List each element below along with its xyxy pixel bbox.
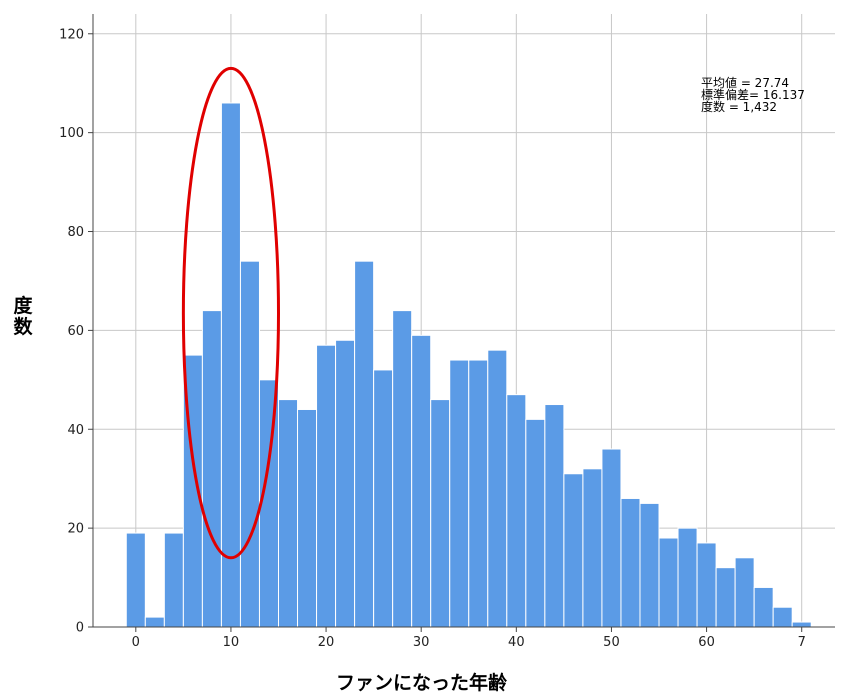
x-tick-label: 30 (413, 635, 430, 650)
histogram-bar (525, 418, 546, 628)
x-tick-label: 10 (223, 635, 240, 650)
histogram-bar (163, 532, 184, 628)
stats-mean: 平均値 = 27.74 (701, 76, 790, 90)
y-tick-label: 80 (67, 225, 84, 240)
y-tick-label: 100 (59, 126, 84, 141)
histogram-bar (373, 369, 394, 628)
histogram-bar (601, 448, 622, 628)
x-axis-label: ファンになった年齢 (335, 672, 507, 694)
stats-sd: 標準偏差= 16.137 (701, 88, 805, 102)
histogram-bar (354, 260, 375, 628)
histogram-bar (430, 399, 451, 628)
histogram-bar (144, 616, 165, 628)
histogram-bar (658, 537, 679, 628)
y-axis-label: 度数 (13, 295, 33, 338)
y-tick-label: 60 (67, 324, 84, 339)
histogram-bar (677, 527, 698, 628)
histogram-bar (620, 497, 641, 628)
histogram-bar (753, 586, 774, 628)
histogram-bar (506, 394, 527, 628)
x-tick-label: 7 (798, 635, 806, 650)
x-tick-label: 20 (318, 635, 335, 650)
highlight-layer (181, 66, 280, 560)
histogram-bar (392, 310, 413, 628)
x-tick-label: 50 (603, 635, 620, 650)
y-tick-label: 20 (67, 522, 84, 537)
x-tick-label: 40 (508, 635, 525, 650)
histogram-bar (772, 606, 793, 628)
x-tick-label: 60 (698, 635, 715, 650)
histogram-bar (487, 349, 508, 628)
histogram-bar (449, 359, 470, 628)
histogram-bar (201, 310, 222, 628)
histogram-bar (220, 102, 241, 628)
stats-legend: 平均値 = 27.74 標準偏差= 16.137 度数 = 1,432 (701, 77, 805, 113)
histogram-bar (125, 532, 146, 628)
histogram-bar (582, 468, 603, 628)
histogram-bar (639, 502, 660, 628)
histogram-bar (468, 359, 489, 628)
y-tick-label: 40 (67, 423, 84, 438)
histogram-bar (335, 339, 356, 628)
axes (88, 14, 835, 632)
y-tick-label: 0 (76, 621, 84, 636)
histogram-bar (734, 557, 755, 628)
histogram-bar (791, 621, 812, 628)
histogram-bar (544, 404, 565, 628)
histogram-bar (715, 567, 736, 628)
x-tick-label: 0 (132, 635, 140, 650)
tick-labels: 0 20 40 60 80 100 120 0 10 20 30 40 50 60 7 (59, 27, 806, 650)
histogram-bar (411, 334, 432, 628)
histogram-bar (278, 399, 299, 628)
histogram-bar (563, 473, 584, 628)
histogram-bar (239, 260, 260, 628)
stats-n: 度数 = 1,432 (701, 100, 778, 114)
histogram-bar (297, 408, 318, 628)
histogram-bar (696, 542, 717, 628)
histogram-bars (125, 102, 812, 628)
histogram-bar (316, 344, 337, 628)
highlight-ellipse (181, 66, 280, 560)
y-tick-label: 120 (59, 27, 84, 42)
